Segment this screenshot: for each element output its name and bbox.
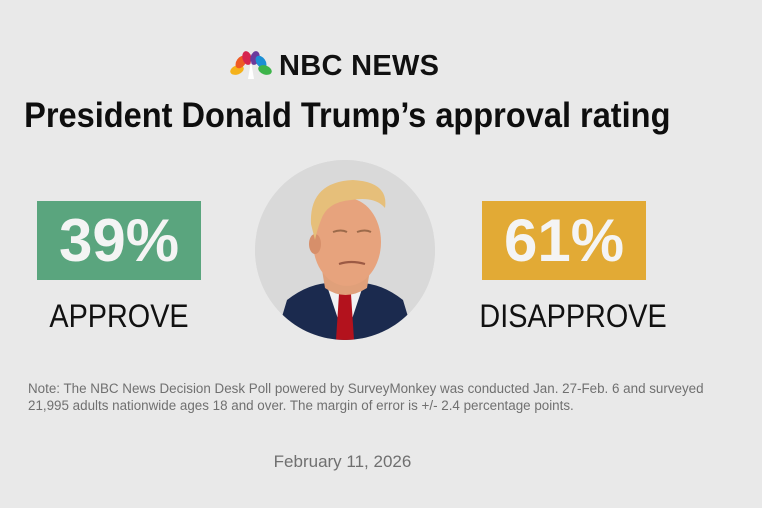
approve-percentage: 39% <box>37 201 201 280</box>
publish-date: February 11, 2026 <box>273 452 412 471</box>
portrait-photo <box>255 160 435 340</box>
brand-logo: NBC NEWS <box>229 50 439 82</box>
approve-label: APPROVE <box>49 298 189 334</box>
disapprove-percentage: 61% <box>482 201 646 280</box>
peacock-icon <box>230 51 272 79</box>
page-title: President Donald Trump’s approval rating <box>24 96 671 135</box>
brand-name: NBC NEWS <box>279 49 440 82</box>
disapprove-label: DISAPPROVE <box>479 298 667 334</box>
methodology-note: Note: The NBC News Decision Desk Poll po… <box>28 381 704 413</box>
